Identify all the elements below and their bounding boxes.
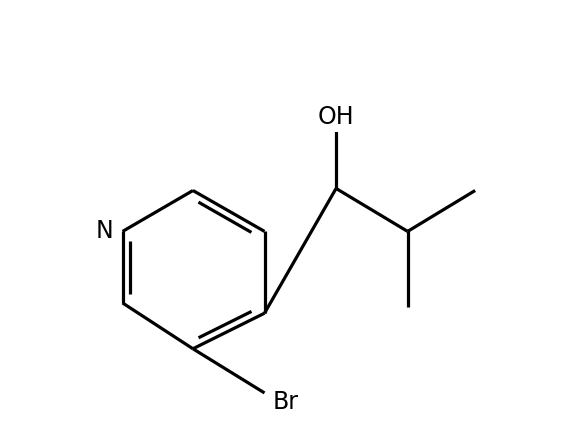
Text: OH: OH — [318, 105, 354, 129]
Text: N: N — [96, 219, 114, 243]
Text: Br: Br — [273, 390, 298, 414]
